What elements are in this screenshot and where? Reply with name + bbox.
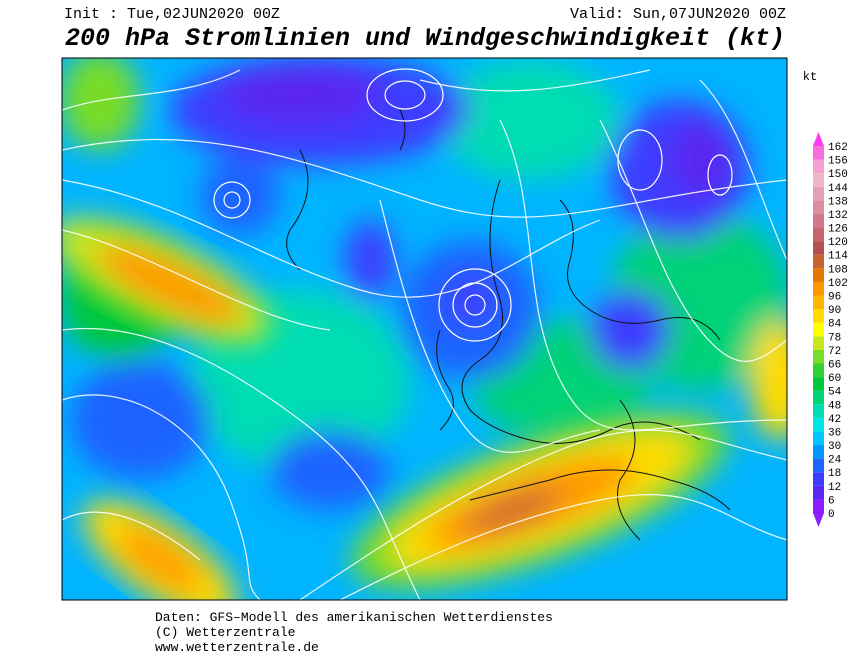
colorbar-label: 144 [828,183,848,195]
colorbar-label: 102 [828,278,848,290]
colorbar-label: 6 [828,495,835,507]
colorbar-segment [813,404,824,418]
colorbar-label: 66 [828,359,841,371]
colorbar-segment [813,377,824,391]
colorbar-unit: kt [803,70,817,84]
colorbar-label: 54 [828,387,842,399]
colorbar-arrow-bottom [813,513,824,527]
colorbar-label: 84 [828,319,842,331]
colorbar-label: 72 [828,346,841,358]
wind-map [62,58,787,600]
init-time: Init : Tue,02JUN2020 00Z [64,6,280,23]
colorbar-label: 120 [828,237,848,249]
colorbar-segment [813,186,824,201]
colorbar-label: 126 [828,224,848,236]
colorbar-segment [813,213,824,228]
colorbar-label: 36 [828,427,841,439]
colorbar-segment [813,431,824,446]
colorbar-segment [813,485,824,500]
colorbar-segment [813,146,824,160]
colorbar-segment [813,254,824,269]
colorbar-label: 96 [828,292,841,304]
colorbar-segment [813,295,824,310]
colorbar-label: 18 [828,468,841,480]
colorbar-segment [813,309,824,323]
colorbar-segment [813,322,824,337]
colorbar-segment [813,390,824,405]
colorbar-segment [813,445,824,459]
colorbar-label: 24 [828,455,842,467]
colorbar-segment [813,173,824,187]
colorbar-label: 0 [828,509,835,521]
colorbar-segment [813,363,824,378]
footer-line: (C) Wetterzentrale [155,625,295,640]
colorbar-segment [813,227,824,242]
colorbar-label: 78 [828,332,841,344]
colorbar-label: 30 [828,441,841,453]
colorbar-label: 156 [828,156,848,168]
colorbar-segment [813,499,824,513]
colorbar-label: 60 [828,373,841,385]
colorbar-label: 138 [828,196,848,208]
colorbar-label: 108 [828,264,848,276]
colorbar-label: 132 [828,210,848,222]
colorbar-label: 114 [828,251,848,263]
colorbar-segment [813,336,824,350]
colorbar-segment [813,349,824,364]
colorbar-segment [813,472,824,486]
footer-line: Daten: GFS–Modell des amerikanischen Wet… [155,610,553,625]
colorbar-segment [813,159,824,174]
colorbar-segment [813,281,824,296]
colorbar-label: 162 [828,142,848,154]
colorbar-label: 150 [828,169,848,181]
colorbar-segment [813,417,824,432]
colorbar-segment [813,241,824,255]
colorbar-label: 42 [828,414,841,426]
colorbar-label: 48 [828,400,841,412]
footer-line: www.wetterzentrale.de [155,640,319,655]
map-title: 200 hPa Stromlinien und Windgeschwindigk… [65,24,785,53]
valid-time: Valid: Sun,07JUN2020 00Z [570,6,786,23]
colorbar-label: 90 [828,305,841,317]
colorbar-label: 12 [828,482,841,494]
colorbar-segment [813,200,824,214]
colorbar-segment [813,268,824,282]
colorbar-arrow-top [813,132,824,146]
colorbar-segment [813,458,824,473]
